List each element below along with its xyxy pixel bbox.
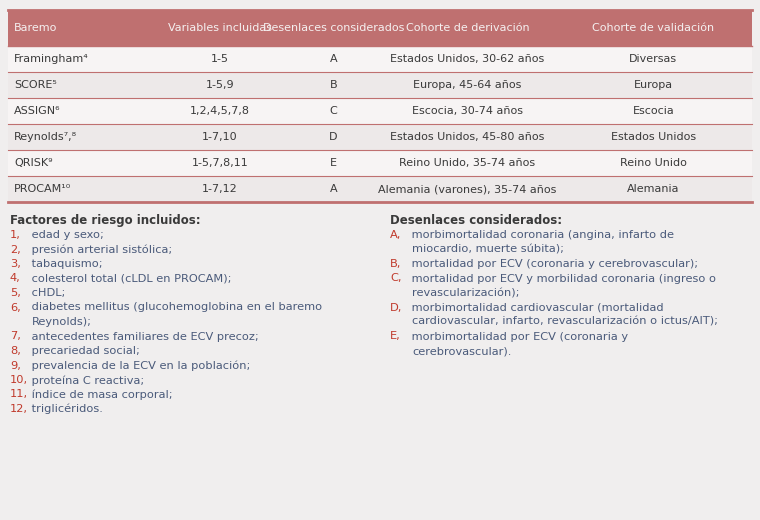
Text: Alemania (varones), 35-74 años: Alemania (varones), 35-74 años [378,184,556,194]
Text: 10,: 10, [10,375,28,385]
Text: miocardio, muerte súbita);: miocardio, muerte súbita); [412,244,564,254]
Text: 4,: 4, [10,274,21,283]
Text: cerebrovascular).: cerebrovascular). [412,346,511,356]
Text: cardiovascular, infarto, revascularización o ictus/AIT);: cardiovascular, infarto, revascularizaci… [412,317,718,327]
Text: 5,: 5, [10,288,21,298]
Bar [8,150,752,176]
Text: C,: C, [390,274,401,283]
Text: 7,: 7, [10,332,21,342]
Text: 9,: 9, [10,360,21,370]
Text: Baremo: Baremo [14,23,57,33]
Text: Diversas: Diversas [629,54,677,64]
Bar [8,72,752,98]
Text: morbimortalidad coronaria (angina, infarto de: morbimortalidad coronaria (angina, infar… [408,230,674,240]
Text: 1-7,12: 1-7,12 [202,184,238,194]
Text: Reino Unido: Reino Unido [620,158,687,168]
Text: E,: E, [390,332,401,342]
Text: 1,: 1, [10,230,21,240]
Text: índice de masa corporal;: índice de masa corporal; [28,389,173,400]
Text: mortalidad por ECV y morbilidad coronaria (ingreso o: mortalidad por ECV y morbilidad coronari… [408,274,716,283]
Text: morbimortalidad por ECV (coronaria y: morbimortalidad por ECV (coronaria y [408,332,628,342]
Text: Alemania: Alemania [627,184,679,194]
Text: Estados Unidos, 30-62 años: Estados Unidos, 30-62 años [391,54,545,64]
Text: D,: D, [390,303,402,313]
Text: Escocia, 30-74 años: Escocia, 30-74 años [412,106,523,116]
Bar [8,46,752,72]
Text: B,: B, [390,259,401,269]
Text: Framingham⁴: Framingham⁴ [14,54,89,64]
Text: QRISK⁹: QRISK⁹ [14,158,52,168]
Text: cHDL;: cHDL; [28,288,65,298]
Bar [8,124,752,150]
Text: 8,: 8, [10,346,21,356]
Text: proteína C reactiva;: proteína C reactiva; [28,375,144,385]
Text: SCORE⁵: SCORE⁵ [14,80,57,90]
Bar [8,176,752,202]
Text: C: C [330,106,337,116]
Text: tabaquismo;: tabaquismo; [28,259,103,269]
Text: Reynolds);: Reynolds); [32,317,92,327]
Text: Desenlaces considerados: Desenlaces considerados [263,23,404,33]
Text: A,: A, [390,230,401,240]
Text: prevalencia de la ECV en la población;: prevalencia de la ECV en la población; [28,360,250,371]
Text: edad y sexo;: edad y sexo; [28,230,104,240]
Text: antecedentes familiares de ECV precoz;: antecedentes familiares de ECV precoz; [28,332,258,342]
Text: A: A [330,184,337,194]
Bar [8,10,752,46]
Text: Cohorte de derivación: Cohorte de derivación [406,23,529,33]
Text: Europa, 45-64 años: Europa, 45-64 años [413,80,521,90]
Text: revascularización);: revascularización); [412,288,520,298]
Text: diabetes mellitus (glucohemoglobina en el baremo: diabetes mellitus (glucohemoglobina en e… [28,303,322,313]
Text: Factores de riesgo incluidos:: Factores de riesgo incluidos: [10,214,201,227]
Bar [8,98,752,124]
Text: triglicéridos.: triglicéridos. [28,404,103,414]
Text: Reynolds⁷,⁸: Reynolds⁷,⁸ [14,132,77,142]
Text: Variables incluidas: Variables incluidas [168,23,272,33]
Text: ASSIGN⁶: ASSIGN⁶ [14,106,61,116]
Text: B: B [330,80,337,90]
Text: Escocia: Escocia [632,106,674,116]
Text: 6,: 6, [10,303,21,313]
Text: Estados Unidos: Estados Unidos [611,132,696,142]
Text: 1-5: 1-5 [211,54,229,64]
Text: mortalidad por ECV (coronaria y cerebrovascular);: mortalidad por ECV (coronaria y cerebrov… [408,259,698,269]
Text: Cohorte de validación: Cohorte de validación [592,23,714,33]
Text: 1-7,10: 1-7,10 [202,132,238,142]
Text: 1-5,9: 1-5,9 [206,80,234,90]
Text: 1,2,4,5,7,8: 1,2,4,5,7,8 [190,106,250,116]
Text: morbimortalidad cardiovascular (mortalidad: morbimortalidad cardiovascular (mortalid… [408,303,663,313]
Text: E: E [330,158,337,168]
Text: A: A [330,54,337,64]
Text: D: D [329,132,337,142]
Text: 11,: 11, [10,389,28,399]
Text: Europa: Europa [634,80,673,90]
Text: 2,: 2, [10,244,21,254]
Text: Reino Unido, 35-74 años: Reino Unido, 35-74 años [399,158,536,168]
Text: 12,: 12, [10,404,28,414]
Text: Estados Unidos, 45-80 años: Estados Unidos, 45-80 años [390,132,545,142]
Text: colesterol total (cLDL en PROCAM);: colesterol total (cLDL en PROCAM); [28,274,232,283]
Text: presión arterial sistólica;: presión arterial sistólica; [28,244,173,255]
Text: Desenlaces considerados:: Desenlaces considerados: [390,214,562,227]
Text: 3,: 3, [10,259,21,269]
Text: 1-5,7,8,11: 1-5,7,8,11 [192,158,249,168]
Text: PROCAM¹⁰: PROCAM¹⁰ [14,184,71,194]
Text: precariedad social;: precariedad social; [28,346,140,356]
